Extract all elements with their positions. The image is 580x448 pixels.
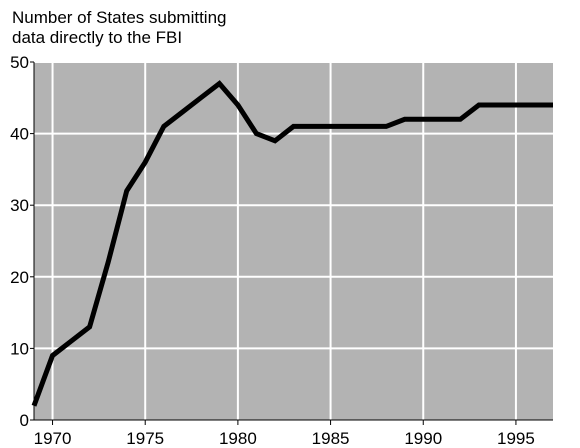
data-point-1991	[439, 117, 444, 122]
data-point-1972	[87, 324, 92, 329]
data-point-1970	[50, 353, 55, 358]
data-point-1973	[106, 260, 111, 265]
data-point-1983	[291, 124, 296, 129]
data-point-1985	[328, 124, 333, 129]
data-point-1986	[347, 124, 352, 129]
y-tick-label-40: 40	[10, 125, 29, 144]
x-tick-label-1970: 1970	[34, 429, 72, 448]
data-point-1969	[32, 403, 37, 408]
chart-title: Number of States submitting data directl…	[12, 8, 226, 48]
data-point-1996	[532, 102, 537, 107]
y-tick-label-10: 10	[10, 339, 29, 358]
data-point-1992	[458, 117, 463, 122]
y-tick-label-30: 30	[10, 196, 29, 215]
data-point-1971	[69, 339, 74, 344]
x-tick-label-1990: 1990	[404, 429, 442, 448]
series-line-0	[31, 80, 553, 407]
data-point-1989	[402, 117, 407, 122]
data-point-1997	[551, 102, 556, 107]
y-tick-label-50: 50	[10, 53, 29, 72]
data-point-1984	[310, 124, 315, 129]
data-point-1993	[476, 102, 481, 107]
x-tick-label-1980: 1980	[219, 429, 257, 448]
y-tick-label-20: 20	[10, 268, 29, 287]
x-tick-label-1995: 1995	[497, 429, 535, 448]
data-point-1994	[495, 102, 500, 107]
data-point-1995	[513, 102, 518, 107]
data-point-1979	[217, 81, 222, 86]
y-tick-label-0: 0	[20, 411, 29, 430]
data-point-1987	[365, 124, 370, 129]
plot-area-background	[34, 62, 553, 420]
data-point-1978	[198, 95, 203, 100]
data-point-1988	[384, 124, 389, 129]
data-point-1977	[180, 110, 185, 115]
chart-title-line-1: Number of States submitting	[12, 8, 227, 27]
x-tick-label-1985: 1985	[312, 429, 350, 448]
chart-title-line-2: data directly to the FBI	[12, 28, 183, 47]
data-point-1975	[143, 160, 148, 165]
x-tick-label-1975: 1975	[126, 429, 164, 448]
data-point-1980	[235, 102, 240, 107]
data-point-1990	[421, 117, 426, 122]
data-point-1976	[161, 124, 166, 129]
data-point-1974	[124, 188, 129, 193]
data-point-1982	[272, 138, 277, 143]
data-point-1981	[254, 131, 259, 136]
